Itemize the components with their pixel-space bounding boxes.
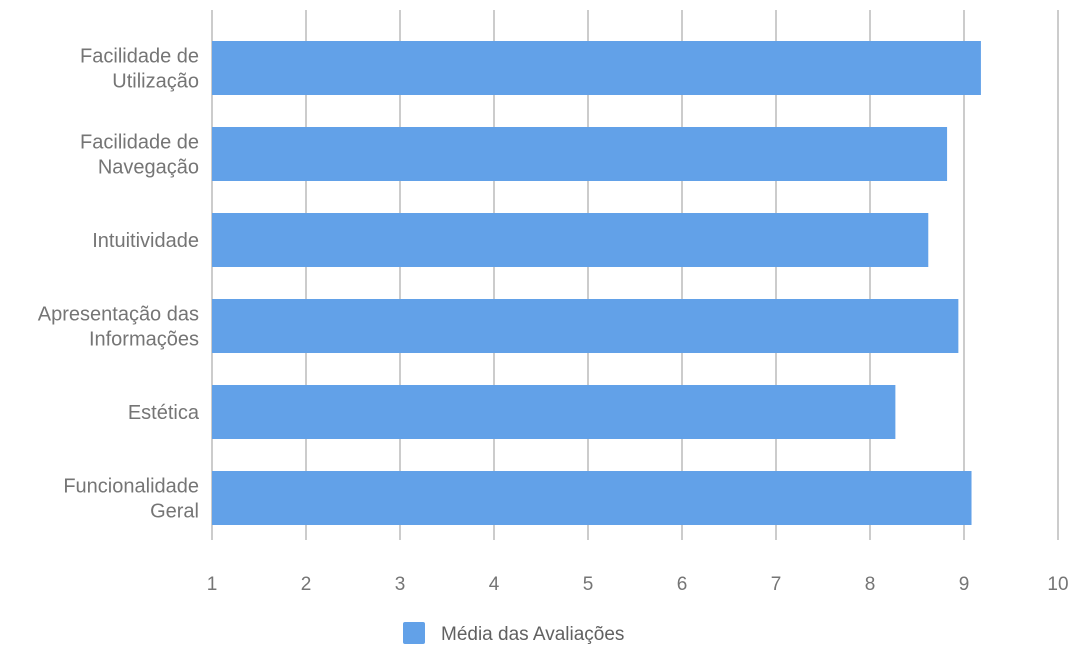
category-label-line: Facilidade de — [80, 132, 199, 154]
category-label-1: Facilidade de Navegação — [80, 132, 199, 179]
legend-swatch — [403, 622, 425, 644]
category-label-3: Apresentação das Informações — [38, 304, 199, 351]
category-label-line: Facilidade de — [80, 46, 199, 68]
category-label-line: Utilização — [112, 71, 199, 93]
category-label-line: Geral — [150, 501, 199, 523]
x-tick-label-10: 10 — [1047, 574, 1068, 595]
category-label-4: Estética — [128, 402, 200, 424]
category-label-2: Intuitividade — [92, 230, 199, 252]
gridlines — [211, 10, 1059, 540]
category-label-0: Facilidade de Utilização — [80, 46, 199, 93]
x-tick-label-6: 6 — [677, 574, 688, 595]
x-tick-label-5: 5 — [583, 574, 594, 595]
category-label-line: Intuitividade — [92, 230, 199, 252]
bar-1 — [212, 127, 948, 181]
x-tick-label-7: 7 — [771, 574, 782, 595]
category-label-line: Informações — [89, 329, 199, 351]
x-tick-label-1: 1 — [207, 574, 218, 595]
legend-label: Média das Avaliações — [441, 624, 624, 645]
bar-5 — [212, 471, 972, 525]
bar-4 — [212, 385, 896, 439]
x-tick-label-3: 3 — [395, 574, 406, 595]
x-tick-label-9: 9 — [959, 574, 970, 595]
x-tick-label-8: 8 — [865, 574, 876, 595]
x-tick-label-2: 2 — [301, 574, 312, 595]
x-tick-label-4: 4 — [489, 574, 500, 595]
category-label-line: Apresentação das — [38, 304, 199, 326]
x-tick-labels: 1 2 3 4 5 6 7 8 9 10 — [207, 574, 1069, 595]
category-label-line: Funcionalidade — [63, 476, 199, 498]
legend: Média das Avaliações — [403, 622, 624, 645]
bar-0 — [212, 41, 981, 95]
category-labels: Facilidade de Utilização Facilidade de Nave… — [38, 46, 200, 523]
category-label-5: Funcionalidade Geral — [63, 476, 199, 523]
bar-3 — [212, 299, 959, 353]
bar-2 — [212, 213, 929, 267]
category-label-line: Navegação — [98, 157, 199, 179]
category-label-line: Estética — [128, 402, 200, 424]
bars — [212, 41, 981, 525]
